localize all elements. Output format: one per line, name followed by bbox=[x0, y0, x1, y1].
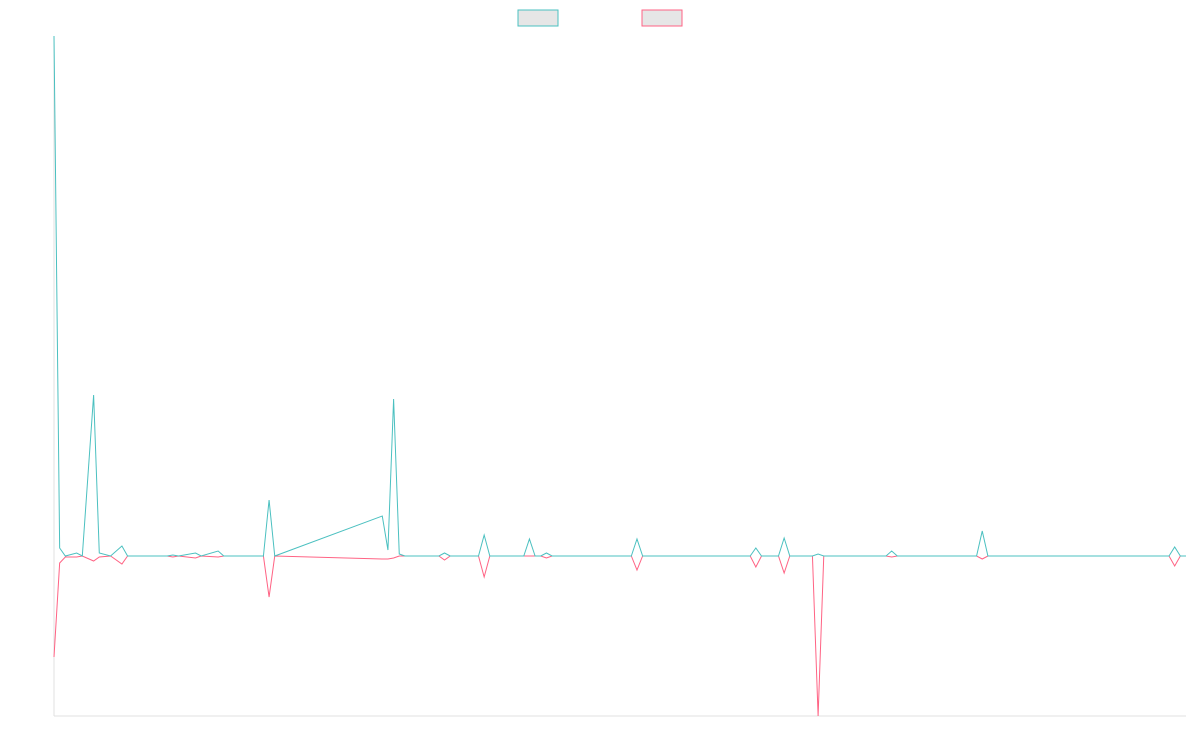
series-line bbox=[53, 555, 1186, 717]
legend-swatch bbox=[517, 9, 559, 27]
legend-swatch bbox=[641, 9, 683, 27]
series-line bbox=[53, 35, 1186, 557]
